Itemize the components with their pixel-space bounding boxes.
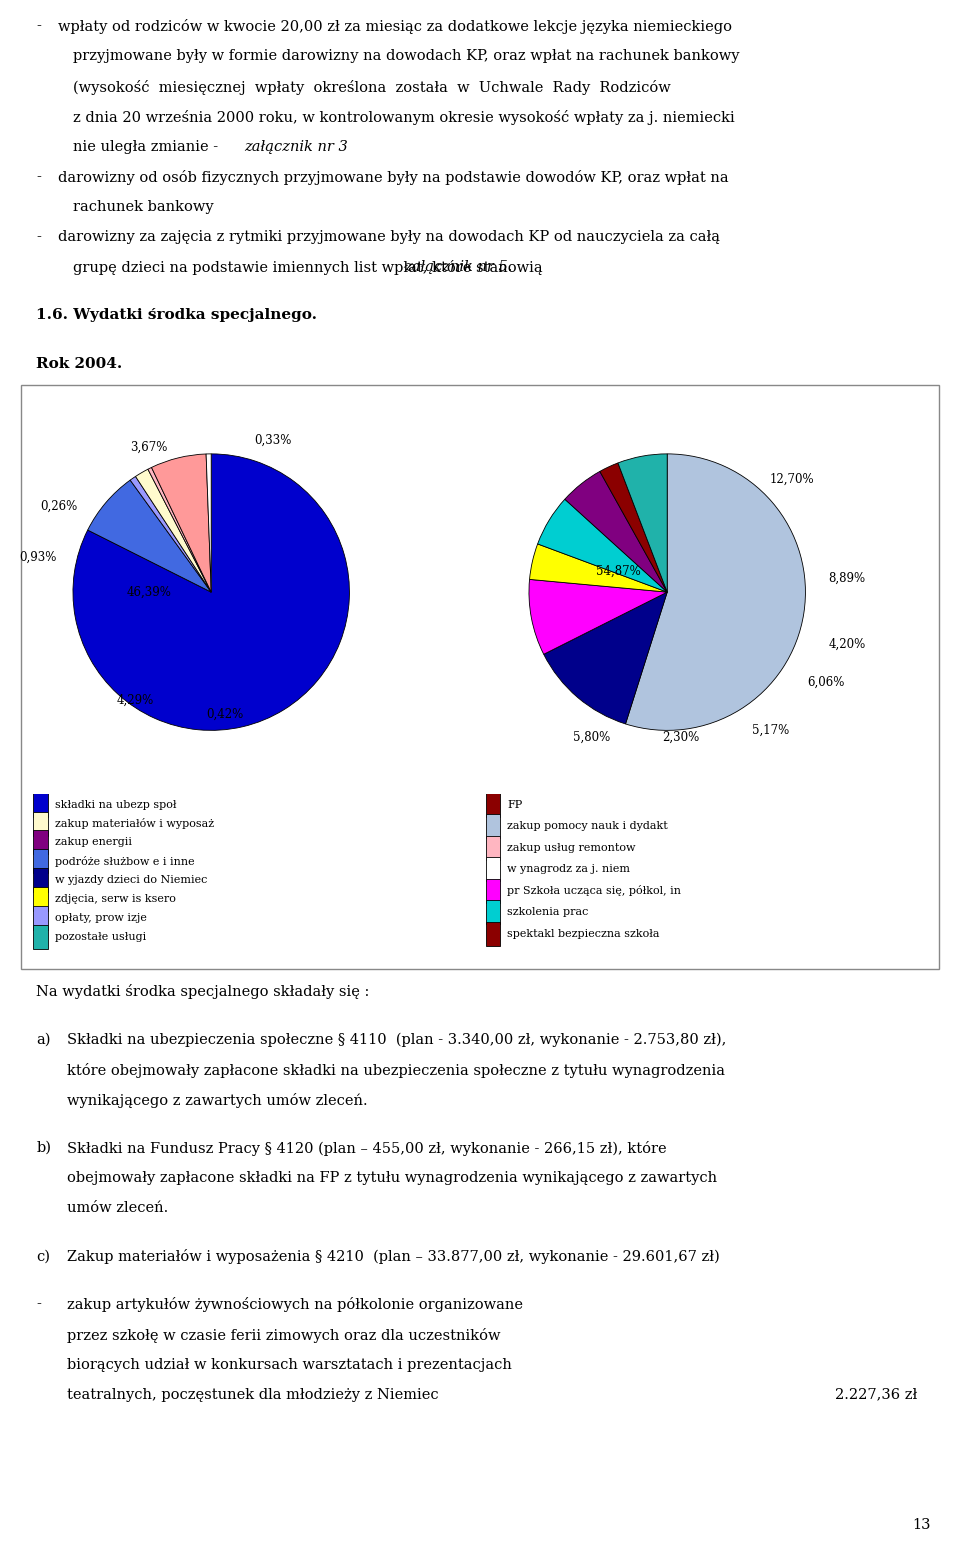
Wedge shape bbox=[73, 454, 349, 730]
Text: 5,80%: 5,80% bbox=[572, 730, 610, 744]
Bar bbox=[486, 922, 500, 946]
Text: 12,70%: 12,70% bbox=[769, 472, 814, 485]
Text: c): c) bbox=[36, 1249, 51, 1263]
Text: załącznik nr 3: załącznik nr 3 bbox=[244, 139, 348, 154]
Wedge shape bbox=[529, 579, 667, 655]
Text: 3,67%: 3,67% bbox=[131, 440, 168, 454]
Wedge shape bbox=[600, 463, 667, 591]
Text: -: - bbox=[36, 170, 41, 184]
Text: darowizny od osób fizycznych przyjmowane były na podstawie dowodów KP, oraz wpła: darowizny od osób fizycznych przyjmowane… bbox=[58, 170, 729, 185]
Text: a): a) bbox=[36, 1033, 51, 1047]
Text: zakup artykułów żywnościowych na półkolonie organizowane: zakup artykułów żywnościowych na półkolo… bbox=[67, 1297, 523, 1312]
Text: FP: FP bbox=[508, 800, 522, 809]
Text: 4,29%: 4,29% bbox=[116, 693, 154, 707]
Text: spektakl bezpieczna szkoła: spektakl bezpieczna szkoła bbox=[508, 929, 660, 939]
Bar bbox=[486, 814, 500, 838]
Bar bbox=[34, 906, 48, 929]
Text: w ynagrodz za j. niem: w ynagrodz za j. niem bbox=[508, 865, 631, 874]
Text: grupę dzieci na podstawie imiennych list wpłat, które stanowią: grupę dzieci na podstawie imiennych list… bbox=[73, 259, 547, 275]
Text: obejmowały zapłacone składki na FP z tytułu wynagrodzenia wynikającego z zawarty: obejmowały zapłacone składki na FP z tyt… bbox=[67, 1170, 717, 1184]
Text: biorących udział w konkursach warsztatach i prezentacjach: biorących udział w konkursach warsztatac… bbox=[67, 1357, 512, 1371]
Text: 0,26%: 0,26% bbox=[40, 500, 78, 513]
Bar bbox=[486, 879, 500, 903]
Bar bbox=[21, 384, 939, 968]
Text: przyjmowane były w formie darowizny na dowodach KP, oraz wpłat na rachunek banko: przyjmowane były w formie darowizny na d… bbox=[73, 49, 739, 63]
Wedge shape bbox=[626, 454, 805, 730]
Text: 0,33%: 0,33% bbox=[254, 434, 292, 446]
Text: szkolenia prac: szkolenia prac bbox=[508, 908, 588, 917]
Text: 0,42%: 0,42% bbox=[206, 707, 244, 720]
Wedge shape bbox=[618, 454, 667, 591]
Text: 8,89%: 8,89% bbox=[828, 571, 866, 585]
Bar bbox=[34, 868, 48, 892]
Wedge shape bbox=[131, 477, 211, 591]
Bar bbox=[34, 812, 48, 835]
Text: nie uległa zmianie -: nie uległa zmianie - bbox=[73, 139, 223, 154]
Text: 0,93%: 0,93% bbox=[20, 551, 57, 564]
Text: 2.227,36 zł: 2.227,36 zł bbox=[834, 1388, 917, 1402]
Bar bbox=[34, 849, 48, 874]
Wedge shape bbox=[152, 454, 211, 591]
Wedge shape bbox=[87, 480, 211, 591]
Text: pr Szkoła ucząca się, półkol, in: pr Szkoła ucząca się, półkol, in bbox=[508, 885, 682, 897]
Text: zakup energii: zakup energii bbox=[55, 837, 132, 848]
Text: umów zleceń.: umów zleceń. bbox=[67, 1201, 168, 1215]
Wedge shape bbox=[564, 471, 667, 591]
Text: składki na ubezp społ: składki na ubezp społ bbox=[55, 800, 177, 809]
Text: przez szkołę w czasie ferii zimowych oraz dla uczestników: przez szkołę w czasie ferii zimowych ora… bbox=[67, 1328, 501, 1343]
Text: -: - bbox=[36, 19, 41, 34]
Text: w yjazdy dzieci do Niemiec: w yjazdy dzieci do Niemiec bbox=[55, 875, 207, 885]
Text: 2,30%: 2,30% bbox=[662, 730, 700, 744]
Text: 4,20%: 4,20% bbox=[828, 638, 866, 652]
Text: b): b) bbox=[36, 1141, 52, 1155]
Text: teatralnych, poczęstunek dla młodzieży z Niemiec: teatralnych, poczęstunek dla młodzieży z… bbox=[67, 1388, 439, 1402]
Text: z dnia 20 września 2000 roku, w kontrolowanym okresie wysokość wpłaty za j. niem: z dnia 20 września 2000 roku, w kontrolo… bbox=[73, 110, 734, 125]
Text: darowizny za zajęcia z rytmiki przyjmowane były na dowodach KP od nauczyciela za: darowizny za zajęcia z rytmiki przyjmowa… bbox=[58, 230, 720, 244]
Wedge shape bbox=[206, 454, 211, 591]
Bar bbox=[486, 792, 500, 817]
Text: Zakup materiałów i wyposażenia § 4210  (plan – 33.877,00 zł, wykonanie - 29.601,: Zakup materiałów i wyposażenia § 4210 (p… bbox=[67, 1249, 720, 1265]
Bar bbox=[34, 792, 48, 817]
Bar bbox=[34, 831, 48, 854]
Bar bbox=[486, 835, 500, 860]
Text: które obejmowały zapłacone składki na ubezpieczenia społeczne z tytułu wynagrodz: które obejmowały zapłacone składki na ub… bbox=[67, 1062, 725, 1078]
Text: 46,39%: 46,39% bbox=[127, 585, 172, 599]
Text: Na wydatki środka specjalnego składały się :: Na wydatki środka specjalnego składały s… bbox=[36, 984, 370, 999]
Wedge shape bbox=[543, 591, 667, 724]
Text: pozostałe usługi: pozostałe usługi bbox=[55, 931, 146, 942]
Text: Składki na ubezpieczenia społeczne § 4110  (plan - 3.340,00 zł, wykonanie - 2.75: Składki na ubezpieczenia społeczne § 411… bbox=[67, 1033, 727, 1047]
Text: 5,17%: 5,17% bbox=[753, 724, 789, 736]
Text: 1.6. Wydatki środka specjalnego.: 1.6. Wydatki środka specjalnego. bbox=[36, 309, 318, 323]
Text: -: - bbox=[36, 230, 41, 244]
Text: (wysokość  miesięcznej  wpłaty  określona  została  w  Uchwale  Rady  Rodziców: (wysokość miesięcznej wpłaty określona z… bbox=[73, 79, 671, 94]
Text: 54,87%: 54,87% bbox=[596, 565, 641, 577]
Text: 13: 13 bbox=[913, 1518, 931, 1532]
Text: wynikającego z zawartych umów zleceń.: wynikającego z zawartych umów zleceń. bbox=[67, 1093, 368, 1107]
Bar bbox=[486, 857, 500, 882]
Wedge shape bbox=[538, 499, 667, 591]
Wedge shape bbox=[530, 543, 667, 591]
Text: podróże służbow e i inne: podróże służbow e i inne bbox=[55, 855, 195, 866]
Text: Składki na Fundusz Pracy § 4120 (plan – 455,00 zł, wykonanie - 266,15 zł), które: Składki na Fundusz Pracy § 4120 (plan – … bbox=[67, 1141, 667, 1156]
Text: rachunek bankowy: rachunek bankowy bbox=[73, 199, 213, 215]
Text: zakup pomocy nauk i dydakt: zakup pomocy nauk i dydakt bbox=[508, 821, 668, 831]
Bar bbox=[486, 900, 500, 925]
Text: -: - bbox=[36, 1297, 41, 1311]
Text: Rok 2004.: Rok 2004. bbox=[36, 357, 123, 371]
Text: załącznik nr 5.: załącznik nr 5. bbox=[404, 259, 513, 275]
Wedge shape bbox=[148, 468, 211, 591]
Text: opłaty, prow izje: opłaty, prow izje bbox=[55, 913, 147, 923]
Text: 6,06%: 6,06% bbox=[807, 675, 845, 689]
Text: zakup materiałów i wyposaż: zakup materiałów i wyposaż bbox=[55, 818, 214, 829]
Text: wpłaty od rodziców w kwocie 20,00 zł za miesiąc za dodatkowe lekcje języka niemi: wpłaty od rodziców w kwocie 20,00 zł za … bbox=[58, 19, 732, 34]
Bar bbox=[34, 925, 48, 948]
Bar bbox=[34, 886, 48, 911]
Text: zdjęcia, serw is ksero: zdjęcia, serw is ksero bbox=[55, 894, 176, 903]
Text: zakup usług remontow: zakup usług remontow bbox=[508, 843, 636, 852]
Wedge shape bbox=[135, 469, 211, 591]
